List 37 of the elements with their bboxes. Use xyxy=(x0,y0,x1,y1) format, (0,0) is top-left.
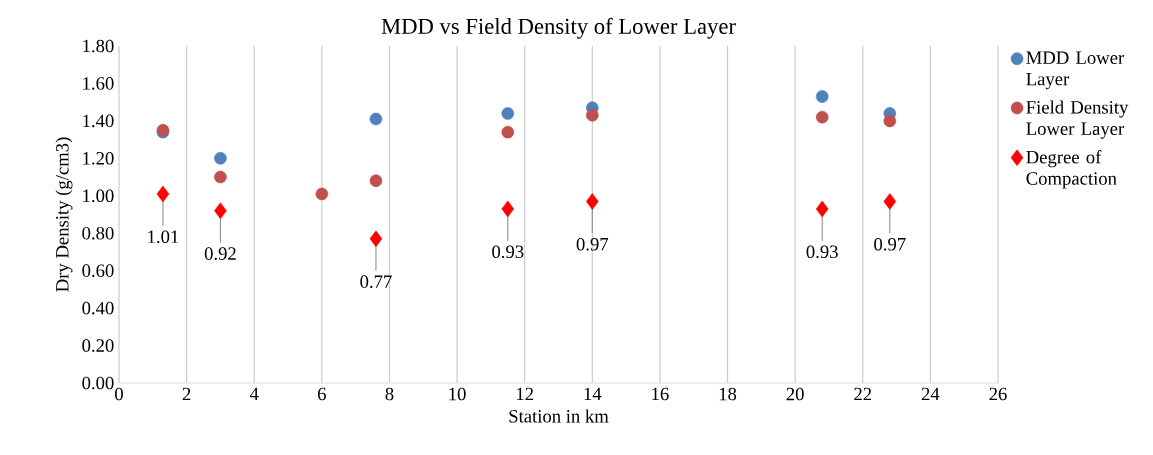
x-tick-label: 14 xyxy=(584,387,602,401)
y-tick-label: 0.20 xyxy=(82,339,114,352)
legend-label: Degree of Compaction xyxy=(1026,150,1117,189)
x-tick-label: 0 xyxy=(115,387,123,401)
data-label: 0.93 xyxy=(492,245,524,259)
data-label: 0.92 xyxy=(204,247,236,260)
data-label: 0.97 xyxy=(576,237,609,251)
x-tick-label: 2 xyxy=(182,387,191,401)
y-tick-label: 0.00 xyxy=(82,376,114,390)
y-tick-label: 1.40 xyxy=(83,114,114,128)
y-tick-label: 1.20 xyxy=(83,151,114,165)
x-tick-label: 18 xyxy=(719,387,737,401)
y-axis-title: Dry Density (g/cm3) xyxy=(55,137,73,292)
x-tick-label: 16 xyxy=(652,387,669,401)
legend-label: Field Density Lower Layer xyxy=(1026,100,1129,139)
y-tick-label: 0.80 xyxy=(82,226,114,240)
y-tick-label: 1.60 xyxy=(83,77,114,90)
data-label: 0.97 xyxy=(874,237,906,251)
x-tick-label: 22 xyxy=(854,387,872,401)
data-label: 0.77 xyxy=(360,275,392,289)
x-tick-label: 4 xyxy=(249,387,259,400)
x-tick-label: 6 xyxy=(317,387,326,401)
x-tick-label: 12 xyxy=(516,387,533,401)
x-tick-label: 8 xyxy=(385,387,394,401)
legend-label: MDD Lower Layer xyxy=(1026,51,1125,90)
x-tick-label: 10 xyxy=(449,387,466,401)
x-tick-label: 26 xyxy=(989,387,1007,401)
y-tick-label: 1.80 xyxy=(83,39,114,53)
data-label: 0.93 xyxy=(806,245,838,259)
x-axis-title: Station in km xyxy=(509,409,609,423)
y-tick-label: 1.00 xyxy=(83,189,114,203)
x-tick-label: 20 xyxy=(786,387,804,401)
x-tick-label: 24 xyxy=(921,387,940,401)
y-tick-label: 0.60 xyxy=(82,264,114,278)
y-tick-label: 0.40 xyxy=(82,301,114,315)
chart-title: MDD vs Field Density of Lower Layer xyxy=(381,17,736,39)
data-label: 1.01 xyxy=(148,230,179,244)
